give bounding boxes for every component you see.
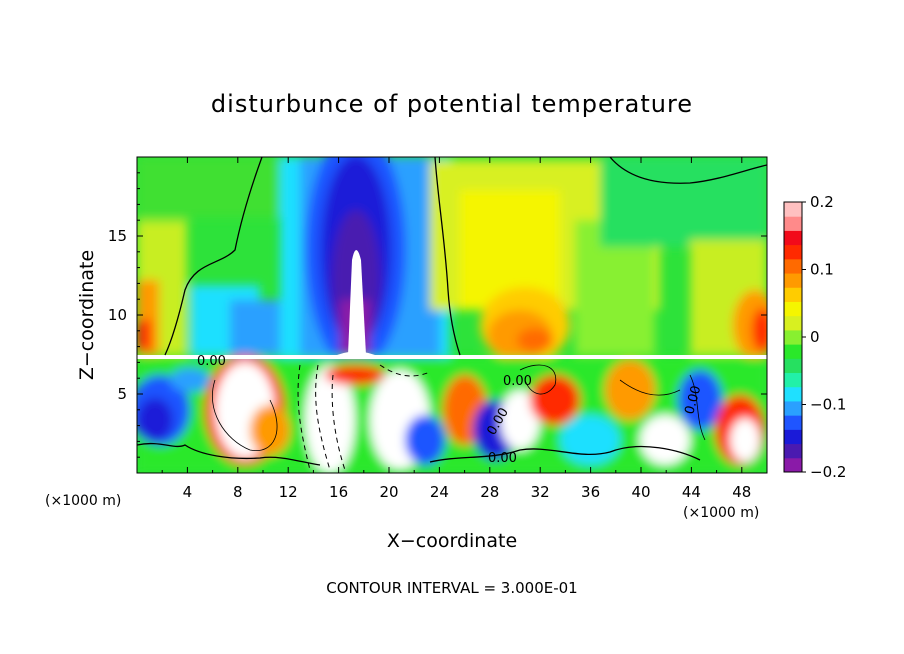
colorbar-swatch xyxy=(784,202,802,217)
contour-label: 0.00 xyxy=(197,354,226,369)
colorbar-tick-label: −0.1 xyxy=(810,396,846,414)
x-tick-label: 40 xyxy=(631,483,650,501)
y-tick-label: 15 xyxy=(108,227,127,245)
colorbar-tick-label: 0.1 xyxy=(810,261,834,279)
colorbar-swatch xyxy=(784,429,802,445)
contour-label: 0.00 xyxy=(682,384,704,416)
colorbar-swatch xyxy=(784,400,802,416)
colorbar-swatch xyxy=(784,329,802,345)
colorbar-swatch xyxy=(784,315,802,331)
x-tick-label: 28 xyxy=(480,483,499,501)
heatmap-field xyxy=(137,157,767,473)
x-tick-label: 8 xyxy=(233,483,243,501)
x-tick-label: 48 xyxy=(732,483,751,501)
x-tick-label: 24 xyxy=(430,483,449,501)
colorbar-ticks: 0.2 0.1 0 −0.1 −0.2 xyxy=(802,193,846,481)
colorbar-tick-label: −0.2 xyxy=(810,463,846,481)
colorbar xyxy=(783,201,803,473)
y-tick-label: 5 xyxy=(117,385,127,403)
y-axis-ticks: 5 10 15 xyxy=(108,172,767,458)
x-axis-ticks: 4 8 12 16 20 24 28 32 36 40 44 48 xyxy=(161,157,751,501)
x-axis-label: X−coordinate xyxy=(387,530,517,552)
colorbar-swatch xyxy=(784,443,802,459)
y-tick-label: 10 xyxy=(108,306,127,324)
y-axis-label: Z−coordinate xyxy=(76,250,98,380)
colorbar-swatch xyxy=(784,415,802,430)
colorbar-swatch xyxy=(784,230,802,246)
x-tick-label: 16 xyxy=(329,483,348,501)
x-tick-label: 20 xyxy=(379,483,398,501)
colorbar-swatch xyxy=(784,372,802,388)
x-tick-label: 44 xyxy=(682,483,701,501)
chart-title: disturbunce of potential temperature xyxy=(211,90,693,118)
colorbar-swatch xyxy=(784,216,802,231)
x-unit-right: (×1000 m) xyxy=(683,505,759,521)
colorbar-swatch xyxy=(784,287,802,302)
contour-interval-text: CONTOUR INTERVAL = 3.000E-01 xyxy=(326,579,577,597)
x-tick-label: 36 xyxy=(581,483,600,501)
colorbar-swatch xyxy=(784,258,802,274)
x-unit-left: (×1000 m) xyxy=(45,493,121,509)
x-tick-label: 32 xyxy=(531,483,550,501)
colorbar-swatch xyxy=(784,301,802,317)
colorbar-swatch xyxy=(784,244,802,260)
colorbar-swatch xyxy=(784,273,802,288)
colorbar-swatch xyxy=(784,457,802,473)
x-tick-label: 4 xyxy=(183,483,193,501)
contour-label: 0.00 xyxy=(488,451,517,466)
contour-label: 0.00 xyxy=(503,374,532,389)
colorbar-tick-label: 0 xyxy=(810,328,820,346)
colorbar-swatch xyxy=(784,344,802,359)
colorbar-tick-label: 0.2 xyxy=(810,193,834,211)
x-tick-label: 12 xyxy=(279,483,298,501)
colorbar-swatch xyxy=(784,358,802,374)
colorbar-swatch xyxy=(784,386,802,402)
